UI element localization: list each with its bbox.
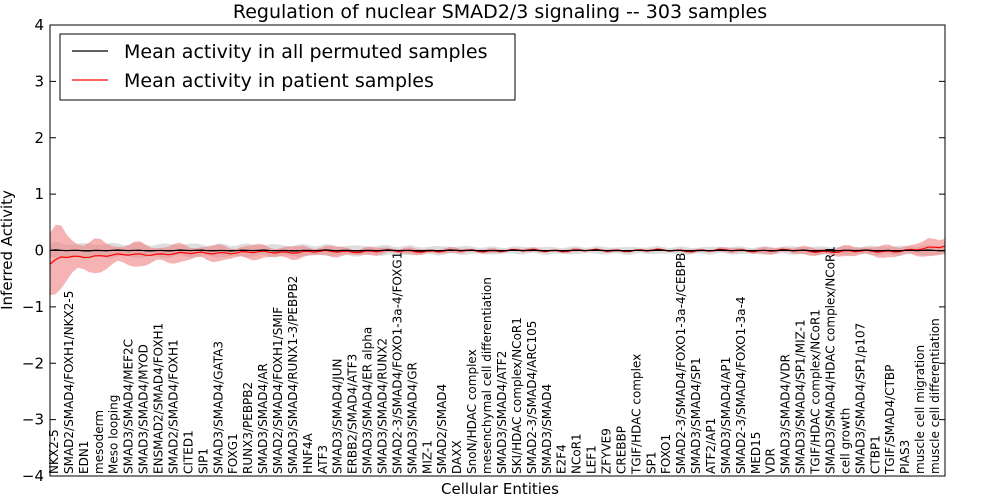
legend-label-patient: Mean activity in patient samples [124,70,434,92]
category-label: SMAD2/SMAD4/FOXH1 [167,339,181,474]
legend-box [59,33,516,101]
y-tick-label: 1 [34,185,44,203]
category-label: SMAD3/SMAD4/ER alpha [361,327,375,474]
category-label: ENSMAD2/SMAD4/FOXH1 [152,323,166,474]
category-label: SMAD3/SMAD4/AR [256,363,270,474]
category-label: SMAD2/SMAD4/FOXH1/NKX2-5 [62,291,76,474]
category-label: SMAD3/SMAD4/HDAC complex/NCoR1 [824,246,838,474]
category-label: Meso looping [107,395,121,474]
category-label: SMAD2-3/SMAD4/FOXO1-3a-4/CEBPB [674,253,688,474]
y-tick-label: 0 [34,242,44,260]
category-label: SMAD3/SMAD4/VDR [779,354,793,474]
category-label: SMAD2-3/SMAD4/FOXO1-3a-4 [734,296,748,474]
category-label: SMAD3/SMAD4/AP1 [719,357,733,474]
category-label: SMAD3/SMAD4 [540,384,554,474]
category-label: mesenchymal cell differentiation [480,277,494,474]
category-label: SMAD3/SMAD4/GATA3 [211,341,225,474]
category-label: TGIF/SMAD4/CTBP [883,365,897,475]
category-label: ATF3 [316,445,330,474]
category-label: SMAD3/SMAD4/SP1 [689,357,703,474]
category-label: CREBBP [614,426,628,474]
y-tick-label: −3 [22,411,44,429]
category-label: SMAD3/SMAD4/GR [405,362,419,474]
category-label: HNF4A [301,432,315,474]
category-label: CTBP1 [868,435,882,474]
legend: Mean activity in all permuted samples Me… [59,33,516,101]
y-tick-label: −1 [22,298,44,316]
category-label: MIZ-1 [420,440,434,474]
category-label: ZFYVE9 [600,428,614,474]
category-label: SMAD2/SMAD4/FOXH1/SMIF [271,307,285,474]
category-label: SMAD3/SMAD4/ATF2 [495,351,509,474]
category-label: muscle cell differentiation [928,318,942,474]
category-label: mesoderm [92,410,106,474]
plot-border [49,24,946,477]
category-label: muscle cell migration [913,345,927,474]
category-label: ERBB2/SMAD4/ATF3 [346,354,360,474]
category-label: SKI/HDAC complex/NCoR1 [510,317,524,474]
y-tick-layer: −4 −3 −2 −1 0 1 2 3 4 [22,16,945,485]
category-label: SMAD2-3/SMAD4/FOXO1-3a-4/FOXG1 [390,252,404,474]
category-label: SMAD3/SMAD4/RUNX2 [376,338,390,474]
category-label: ATF2/AP1 [704,418,718,474]
category-label: MED15 [749,432,763,474]
x-axis-label: Cellular Entities [441,480,559,498]
y-tick-label: 3 [34,72,44,90]
chart-title: Regulation of nuclear SMAD2/3 signaling … [233,1,767,23]
category-label: RUNX3/PEBPB2 [241,382,255,474]
category-label: SP1 [644,452,658,475]
category-label: SMAD2-3/SMAD4/ARC105 [525,321,539,474]
category-label-layer: NKX2-5 SMAD2/SMAD4/FOXH1/NKX2-5 EDN1 mesode… [47,246,942,475]
category-label: E2F4 [555,444,569,474]
category-label: DAXX [450,440,464,474]
category-label: NCoR1 [570,433,584,474]
category-label: SMAD3/SMAD4/MEF2C [122,339,136,474]
category-label: SMAD2/SMAD4 [435,384,449,474]
category-label: cell growth [838,408,852,474]
line-layer [49,245,946,265]
category-label: SIP1 [196,448,210,474]
category-label: SnoN/HDAC complex [465,349,479,474]
category-label: EDN1 [77,441,91,474]
category-label: CITED1 [181,430,195,474]
legend-label-permuted: Mean activity in all permuted samples [124,41,487,63]
series-line-permuted [49,249,946,252]
y-tick-label: −2 [22,354,44,372]
y-tick-label: 2 [34,129,44,147]
category-label: VDR [764,448,778,474]
y-tick-label: −4 [22,467,44,485]
y-tick-label: 4 [34,16,44,34]
category-label: SMAD3/SMAD4/RUNX1-3/PEBPB2 [286,276,300,474]
category-label: FOXO1 [659,434,673,474]
category-label: NKX2-5 [47,429,61,474]
category-label: SMAD3/SMAD4/SP1/MIZ-1 [794,319,808,474]
y-axis-label: Inferred Activity [0,190,16,310]
category-label: TGIF/HDAC complex [629,354,643,475]
category-label: PIAS3 [898,440,912,474]
category-label: TGIF/HDAC complex/NCoR1 [809,309,823,475]
category-label: SMAD3/SMAD4/MYOD [137,344,151,474]
category-label: FOXG1 [226,433,240,474]
category-label: SMAD3/SMAD4/JUN [331,359,345,475]
category-label: LEF1 [585,445,599,474]
category-label: SMAD3/SMAD4/SP1/p107 [853,323,867,474]
